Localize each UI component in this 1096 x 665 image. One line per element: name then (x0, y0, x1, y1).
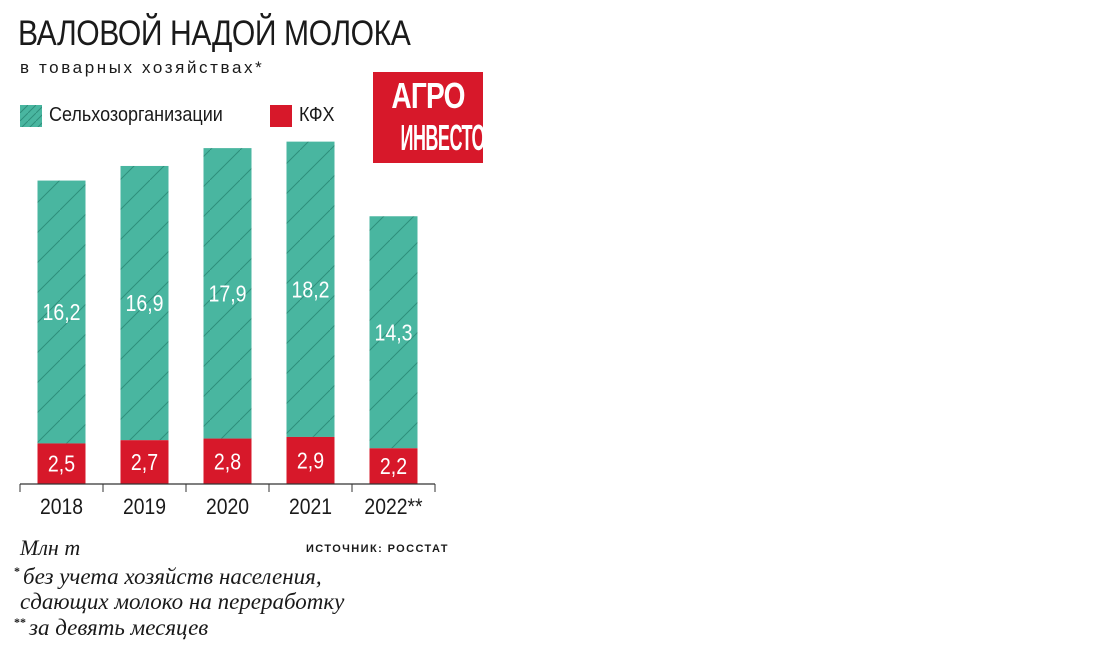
x-tick-label-0: 2018 (40, 495, 83, 519)
data-label-agro-orgs-1: 16,9 (125, 291, 163, 317)
legend-swatch-agro-orgs (20, 104, 42, 127)
bar-kfh-3 (286, 436, 335, 484)
bar-agro-orgs-4 (369, 216, 418, 449)
footnote-2-text: за девять месяцев (29, 615, 209, 640)
bar-agro-orgs-3 (286, 141, 335, 437)
data-label-agro-orgs-2: 17,9 (208, 281, 246, 307)
footnote-1-mark: * (14, 564, 20, 579)
x-tick-label-2: 2020 (206, 495, 249, 519)
data-label-agro-orgs-4: 14,3 (374, 320, 412, 346)
legend-label-agro-orgs: Сельхозорганизации (49, 104, 223, 126)
data-label-agro-orgs-3: 18,2 (291, 277, 329, 303)
logo-line-1: АГРО (391, 75, 465, 116)
logo-line-2: ИНВЕСТОР (400, 117, 484, 158)
x-tick-label-1: 2019 (123, 495, 166, 519)
x-tick-label-4: 2022** (364, 495, 422, 519)
chart-subtitle: в товарных хозяйствах* (20, 58, 265, 77)
chart-title: ВАЛОВОЙ НАДОЙ МОЛОКА (18, 14, 411, 53)
footnote-2-mark: ** (14, 615, 26, 630)
bar-agro-orgs-0 (37, 180, 86, 444)
bar-kfh-2 (203, 438, 252, 484)
data-label-kfh-1: 2,7 (131, 450, 158, 476)
bar-kfh-1 (120, 440, 169, 484)
data-label-kfh-4: 2,2 (380, 454, 407, 480)
bar-kfh-0 (37, 443, 86, 484)
footnote-1: * без учета хозяйств населения, (14, 564, 322, 590)
bar-agro-orgs-1 (120, 165, 169, 441)
data-label-agro-orgs-0: 16,2 (42, 300, 80, 326)
legend-item-kfh: КФХ (270, 104, 339, 127)
footnote-2: ** за девять месяцев (14, 615, 208, 641)
footnote-1-text: без учета хозяйств населения, (23, 564, 322, 589)
bar-agro-orgs-2 (203, 148, 252, 439)
stacked-bar-chart: 16,2 2,5 16,9 2,7 17,9 2,8 18,2 2,9 14,3 2,2 2018… (19, 141, 436, 519)
legend: Сельхозорганизации КФХ (20, 104, 367, 127)
legend-label-kfh: КФХ (299, 104, 335, 126)
data-label-kfh-2: 2,8 (214, 449, 241, 475)
footnote-1-cont-text: сдающих молоко на переработку (20, 589, 345, 614)
footnote-1-cont: сдающих молоко на переработку (20, 589, 344, 615)
data-label-kfh-0: 2,5 (48, 451, 75, 477)
agroinvestor-logo: АГРО ИНВЕСТОР (373, 72, 483, 163)
legend-item-agro-orgs: Сельхозорганизации (20, 104, 242, 127)
legend-swatch-kfh (270, 104, 293, 127)
source-label: ИСТОЧНИК: РОССТАТ (306, 543, 449, 555)
data-label-kfh-3: 2,9 (297, 448, 324, 474)
x-tick-label-3: 2021 (289, 495, 332, 519)
unit-label: Млн т (20, 535, 81, 560)
bar-kfh-4 (369, 448, 418, 484)
